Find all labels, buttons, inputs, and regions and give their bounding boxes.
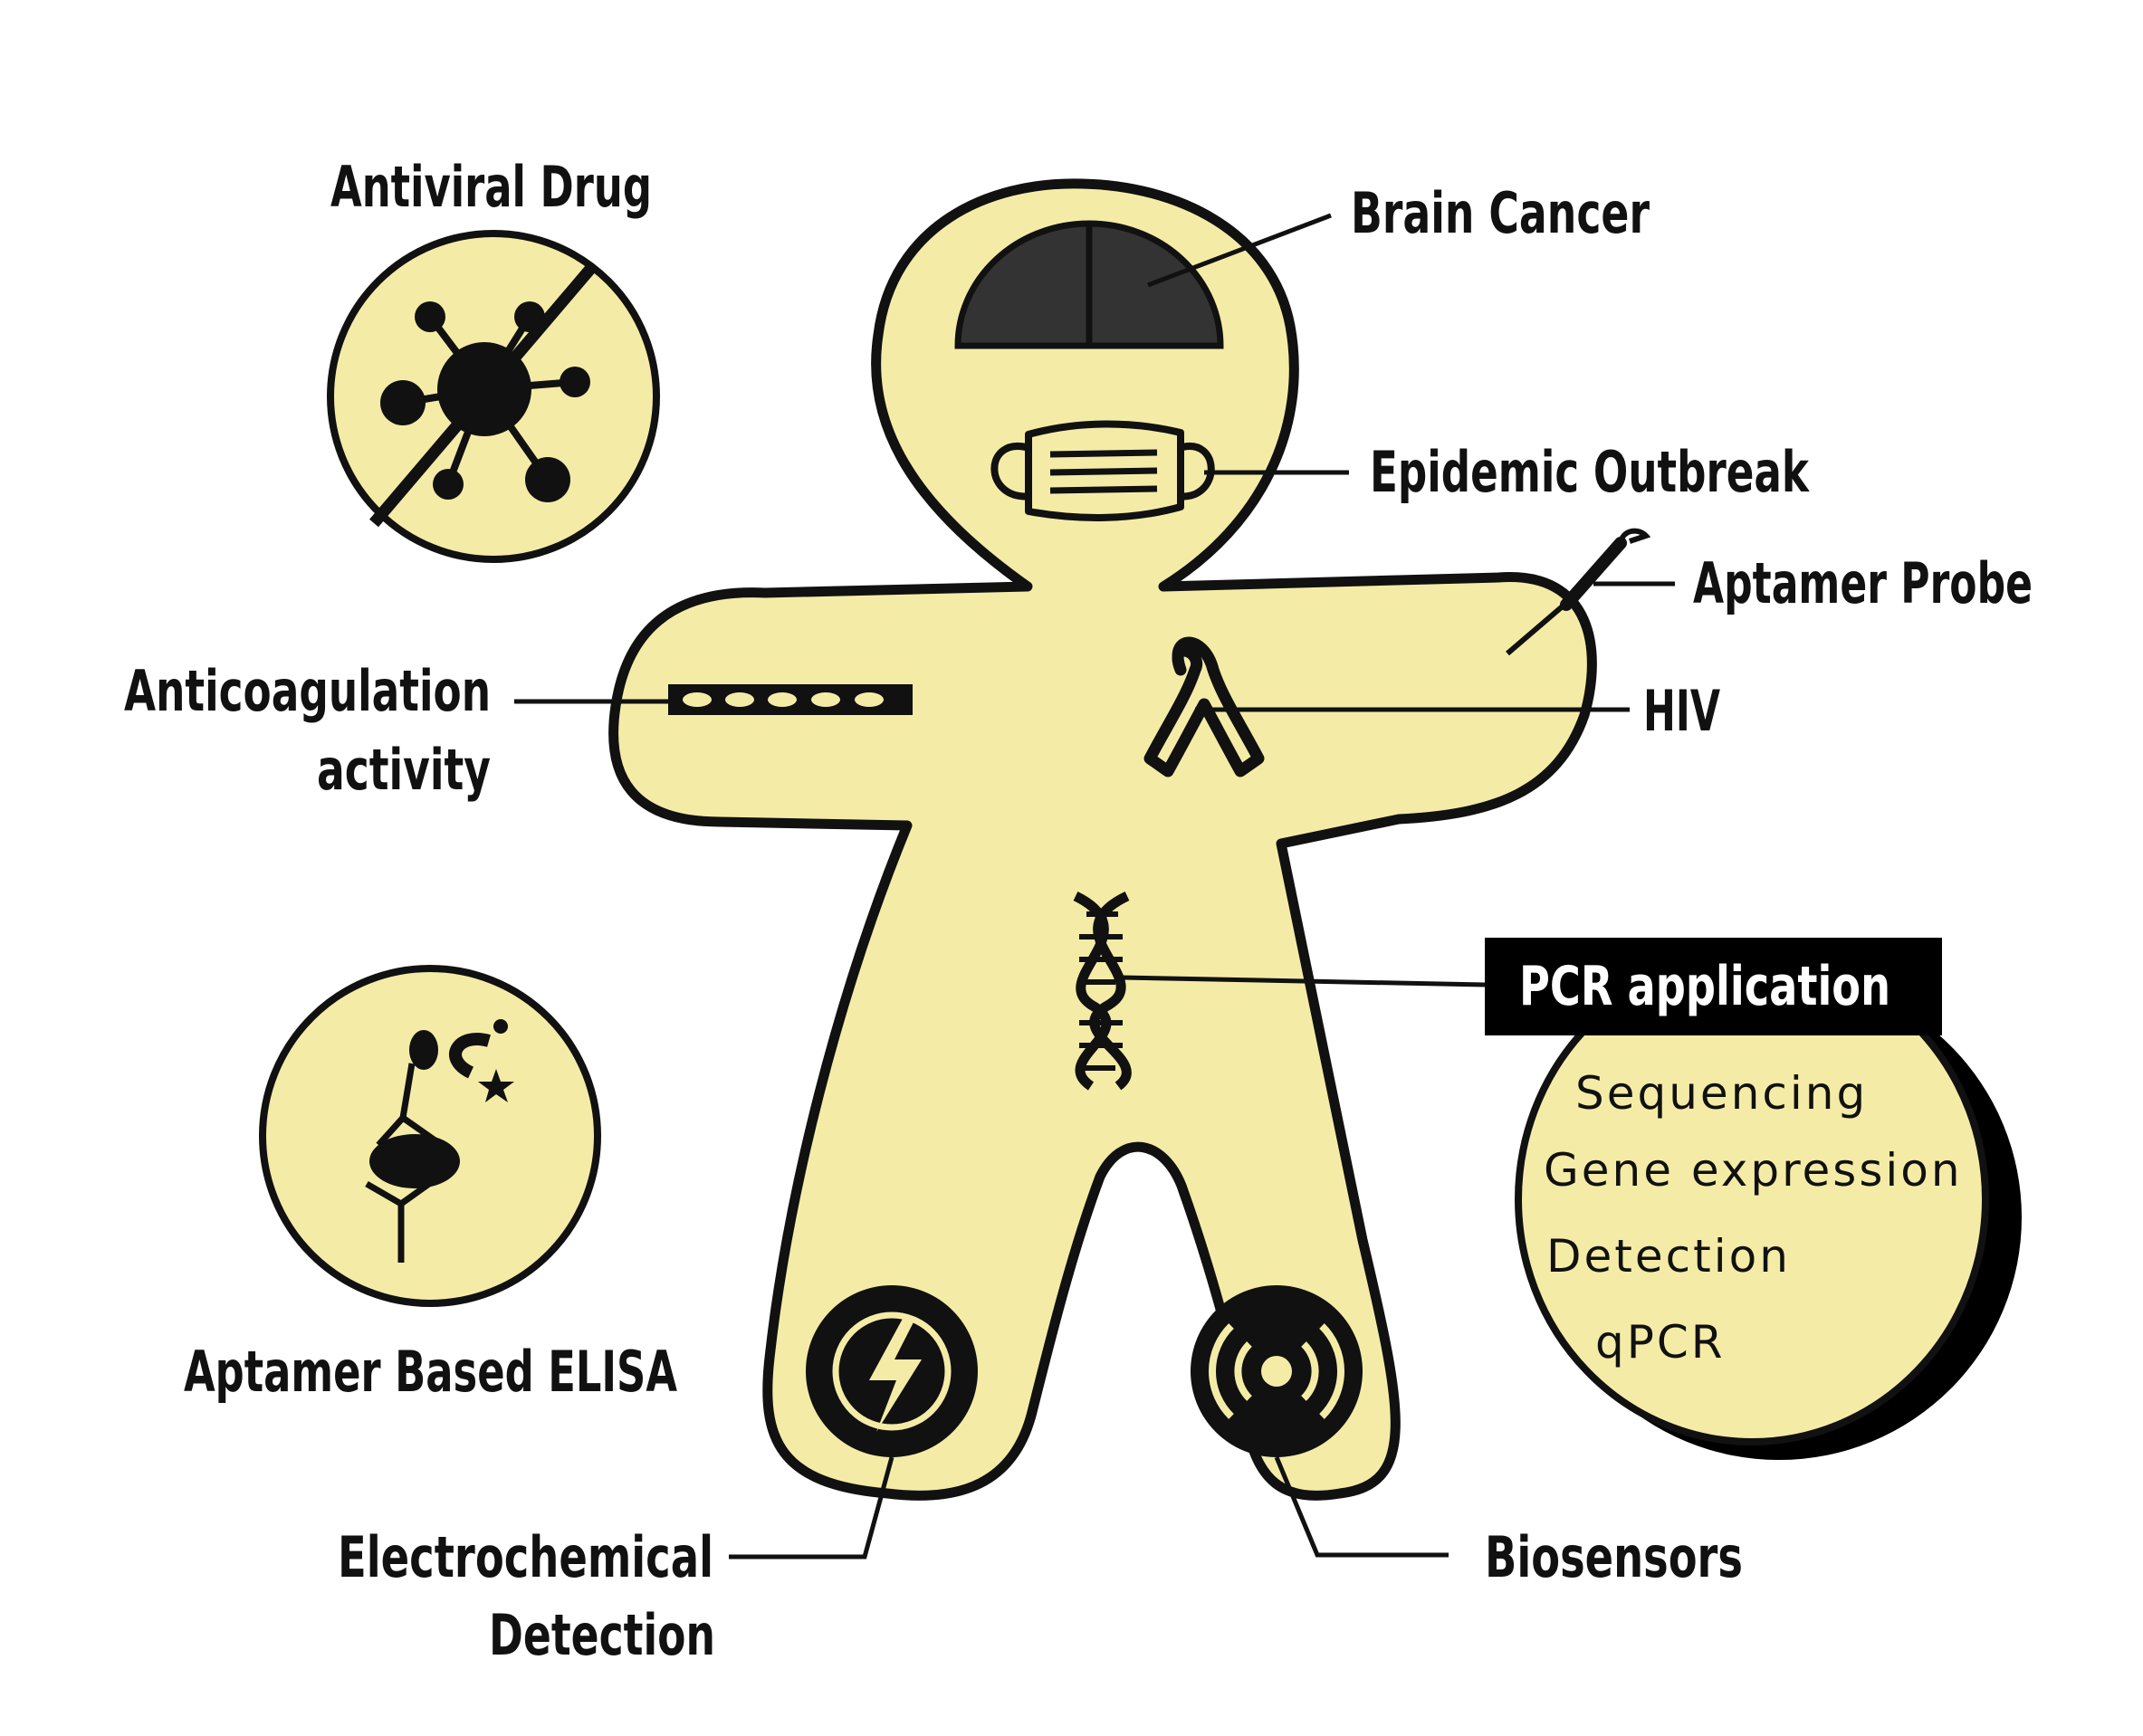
label-hiv: HIV (1643, 678, 1720, 744)
label-antiviral-drug: Antiviral Drug (330, 154, 652, 220)
label-biosensors: Biosensors (1485, 1524, 1743, 1590)
pcr-item-gene-expression: Gene expression (1544, 1144, 1963, 1197)
connectors (514, 213, 1675, 1560)
face-mask-icon (990, 420, 1215, 521)
label-anticoagulation-line2: activity (317, 737, 491, 803)
brain-icon (954, 220, 1224, 349)
pcr-item-qpcr: qPCR (1595, 1316, 1726, 1369)
label-anticoagulation-line1: Anticoagulation (124, 658, 491, 724)
brain-connector (1147, 213, 1332, 288)
elisa-badge (259, 965, 601, 1307)
label-aptamer-probe: Aptamer Probe (1693, 550, 2033, 616)
label-electrochemical-line2: Detection (489, 1602, 715, 1668)
elisa-assay-icon (365, 1019, 514, 1263)
pcr-panel: PCR application Sequencing Gene expressi… (1485, 938, 2022, 1460)
biosensor-connector (1274, 1456, 1449, 1558)
label-epidemic-outbreak: Epidemic Outbreak (1370, 439, 1810, 505)
pcr-item-detection: Detection (1546, 1230, 1791, 1283)
label-aptamer-elisa: Aptamer Based ELISA (184, 1339, 677, 1405)
electro-connector (729, 1456, 895, 1560)
anticoagulant-strip-icon (668, 684, 913, 715)
dna-helix-icon (1073, 892, 1132, 1091)
body-outline (608, 178, 1597, 1501)
pcr-title: PCR application (1519, 955, 1890, 1018)
label-brain-cancer: Brain Cancer (1351, 180, 1650, 246)
label-electrochemical-line1: Electrochemical (338, 1524, 713, 1590)
pcr-title-box (1485, 938, 1942, 1035)
pcr-item-sequencing: Sequencing (1575, 1067, 1868, 1120)
awareness-ribbon-icon (1143, 636, 1265, 777)
signal-waves-icon (1191, 1285, 1363, 1457)
lightning-bolt-icon (806, 1285, 978, 1457)
virus-crossed-icon (369, 263, 596, 528)
pcr-connector (1122, 975, 1486, 987)
figure-body (608, 178, 1597, 1501)
probe-needle-icon (1506, 528, 1651, 656)
antiviral-drug-badge (327, 230, 660, 563)
